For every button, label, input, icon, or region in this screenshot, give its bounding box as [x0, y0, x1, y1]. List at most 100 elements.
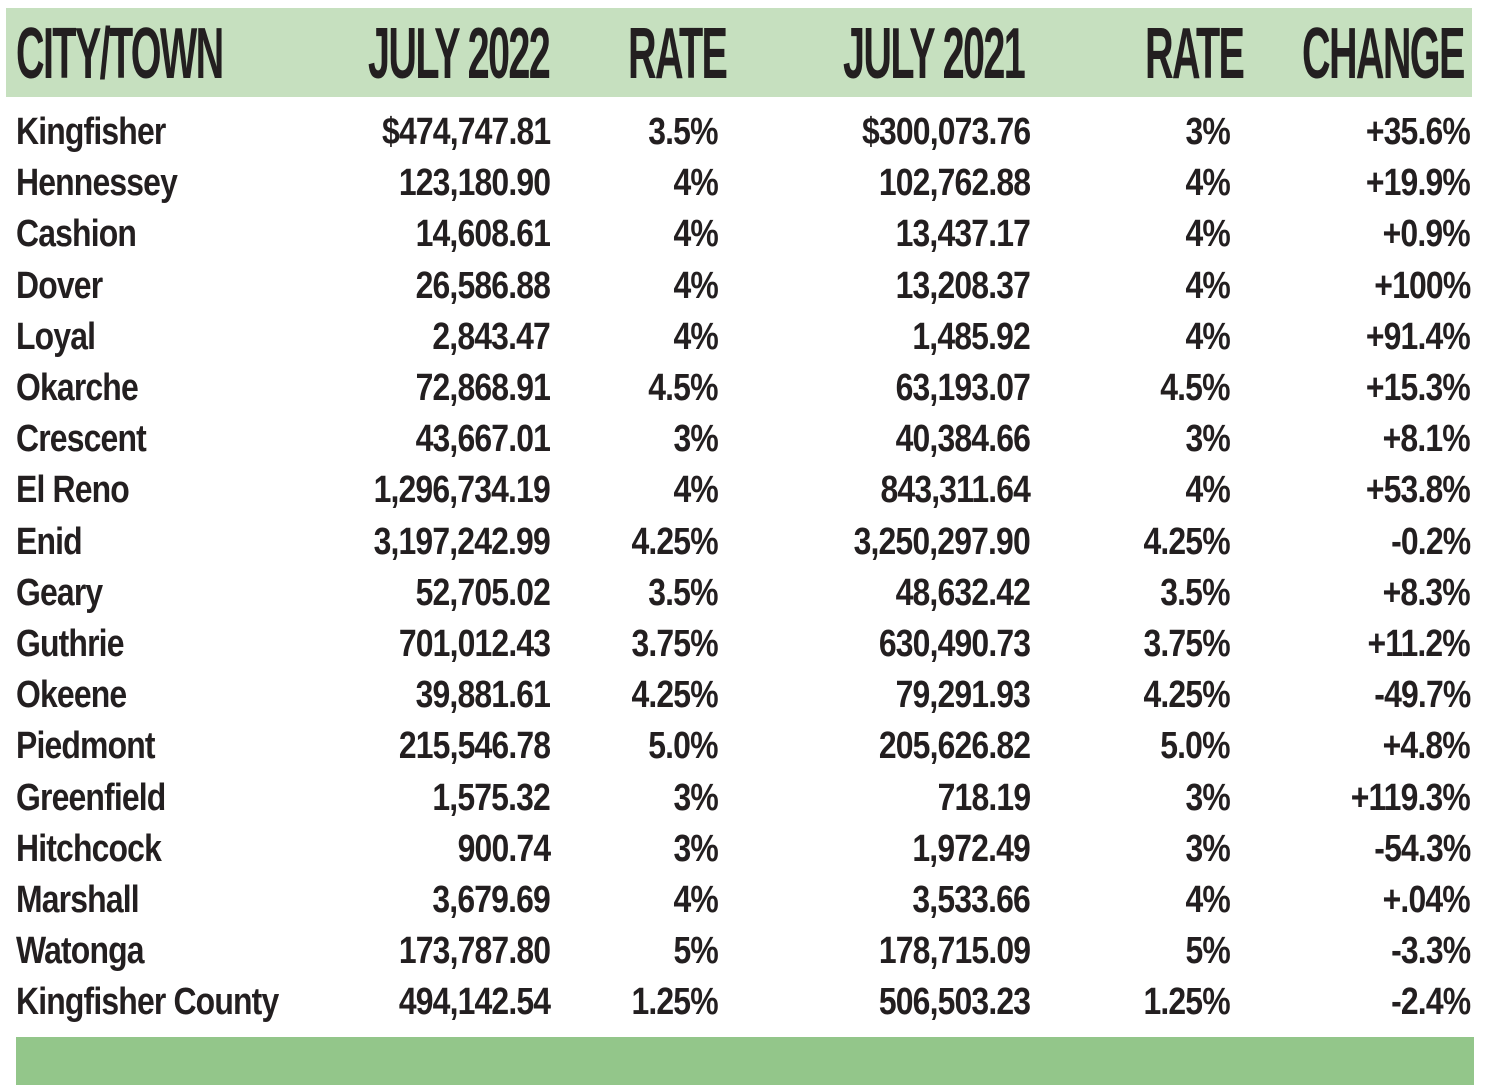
july-2021-value: 48,632.42	[895, 571, 1031, 614]
rate-2022: 3%	[673, 776, 719, 819]
july-2022-value: 494,142.54	[398, 981, 551, 1024]
table-row: Greenfield 1,575.32 3% 718.19 3% +119.3%	[0, 773, 1488, 824]
change-value: -3.3%	[1390, 930, 1471, 973]
header-rate-2021: RATE	[1145, 14, 1245, 94]
rate-2022: 1.25%	[631, 981, 719, 1024]
rate-2021: 3%	[1185, 111, 1231, 153]
rate-2021: 4.25%	[1143, 520, 1231, 563]
city-name: Marshall	[16, 879, 140, 921]
table-row: Guthrie 701,012.43 3.75% 630,490.73 3.75% +11…	[0, 619, 1488, 670]
rate-2021: 3%	[1185, 827, 1231, 870]
table-row: Cashion 14,608.61 4% 13,437.17 4% +0.9%	[0, 209, 1488, 260]
change-value: +19.9%	[1365, 162, 1471, 205]
rate-2022: 4%	[673, 879, 719, 921]
table-row: Kingfisher County 494,142.54 1.25% 506,503.…	[0, 977, 1488, 1028]
rate-2022: 3.75%	[631, 623, 719, 665]
rate-2022: 3%	[673, 827, 719, 870]
table-row: Hennessey 123,180.90 4% 102,762.88 4% +19.9%	[0, 158, 1488, 209]
rate-2021: 3.5%	[1160, 571, 1231, 614]
change-value: +8.3%	[1382, 571, 1471, 614]
city-name: Loyal	[16, 315, 96, 358]
rate-2021: 3.75%	[1143, 623, 1231, 665]
rate-2021: 4%	[1185, 469, 1231, 512]
table-header: CITY/TOWN JULY 2022 RATE JULY 2021 RATE …	[6, 8, 1472, 97]
rate-2022: 4.25%	[631, 674, 719, 717]
july-2022-value: 1,575.32	[432, 776, 550, 819]
table-row: Enid 3,197,242.99 4.25% 3,250,297.90 4.25% -0…	[0, 517, 1488, 568]
rate-2021: 4%	[1185, 264, 1231, 307]
july-2022-value: 173,787.80	[398, 930, 551, 973]
city-name: El Reno	[16, 469, 130, 512]
july-2021-value: 102,762.88	[878, 162, 1031, 205]
rate-2022: 4%	[673, 264, 719, 307]
table-row: Kingfisher $474,747.81 3.5% $300,073.76 3% +3…	[0, 107, 1488, 158]
july-2022-value: 3,679.69	[432, 879, 550, 921]
july-2021-value: 40,384.66	[895, 418, 1031, 461]
july-2021-value: 1,972.49	[912, 827, 1030, 870]
change-value: +4.8%	[1382, 725, 1471, 768]
rate-2021: 4%	[1185, 162, 1231, 205]
rate-2021: 3%	[1185, 776, 1231, 819]
july-2021-value: 506,503.23	[878, 981, 1031, 1024]
table-row: El Reno 1,296,734.19 4% 843,311.64 4% +53.8%	[0, 465, 1488, 516]
change-value: +0.9%	[1382, 213, 1471, 256]
change-value: +.04%	[1382, 879, 1471, 921]
july-2022-value: 123,180.90	[398, 162, 551, 205]
rate-2022: 5.0%	[648, 725, 719, 768]
rate-2021: 4.5%	[1160, 367, 1231, 409]
july-2022-value: 43,667.01	[415, 418, 551, 461]
july-2022-value: 52,705.02	[415, 571, 551, 614]
change-value: -2.4%	[1390, 981, 1471, 1024]
rate-2022: 4.25%	[631, 520, 719, 563]
city-name: Kingfisher	[16, 111, 166, 153]
table-row: Geary 52,705.02 3.5% 48,632.42 3.5% +8.3%	[0, 568, 1488, 619]
rate-2021: 4%	[1185, 213, 1231, 256]
city-name: Hitchcock	[16, 827, 162, 870]
july-2021-value: 3,533.66	[912, 879, 1030, 921]
change-value: +8.1%	[1382, 418, 1471, 461]
table-row: Piedmont 215,546.78 5.0% 205,626.82 5.0% +4.8…	[0, 721, 1488, 772]
rate-2021: 1.25%	[1143, 981, 1231, 1024]
city-name: Kingfisher County	[16, 981, 279, 1024]
rate-2021: 5.0%	[1160, 725, 1231, 768]
header-change: CHANGE	[1302, 14, 1465, 94]
rate-2022: 4%	[673, 469, 719, 512]
city-name: Crescent	[16, 418, 147, 461]
july-2022-value: 1,296,734.19	[373, 469, 551, 512]
july-2022-value: 2,843.47	[432, 315, 550, 358]
table-row: Hitchcock 900.74 3% 1,972.49 3% -54.3%	[0, 824, 1488, 875]
header-july-2021: JULY 2021	[843, 14, 1026, 94]
city-name: Cashion	[16, 213, 137, 256]
change-value: +35.6%	[1365, 111, 1471, 153]
july-2022-value: 39,881.61	[415, 674, 551, 717]
july-2021-value: 3,250,297.90	[853, 520, 1031, 563]
july-2021-value: 13,437.17	[895, 213, 1031, 256]
july-2022-value: 26,586.88	[415, 264, 551, 307]
city-name: Dover	[16, 264, 103, 307]
july-2022-value: $474,747.81	[381, 111, 551, 153]
change-value: +91.4%	[1365, 315, 1471, 358]
rate-2021: 5%	[1185, 930, 1231, 973]
july-2021-value: $300,073.76	[861, 111, 1031, 153]
rate-2021: 4.25%	[1143, 674, 1231, 717]
rate-2021: 4%	[1185, 315, 1231, 358]
change-value: +100%	[1373, 264, 1471, 307]
rate-2022: 4.5%	[648, 367, 719, 409]
rate-2022: 3.5%	[648, 111, 719, 153]
july-2021-value: 1,485.92	[912, 315, 1030, 358]
table-row: Loyal 2,843.47 4% 1,485.92 4% +91.4%	[0, 312, 1488, 363]
rate-2022: 3.5%	[648, 571, 719, 614]
table-row: Okarche 72,868.91 4.5% 63,193.07 4.5% +15.3%	[0, 363, 1488, 414]
table-row: Okeene 39,881.61 4.25% 79,291.93 4.25% -49.7%	[0, 670, 1488, 721]
city-name: Greenfield	[16, 776, 166, 819]
july-2021-value: 630,490.73	[878, 623, 1031, 665]
rate-2022: 4%	[673, 315, 719, 358]
change-value: -0.2%	[1390, 520, 1471, 563]
change-value: +11.2%	[1367, 623, 1471, 665]
rate-2022: 4%	[673, 162, 719, 205]
july-2021-value: 205,626.82	[878, 725, 1031, 768]
header-july-2022: JULY 2022	[368, 14, 551, 94]
change-value: +53.8%	[1365, 469, 1471, 512]
footer-bar	[16, 1037, 1474, 1085]
rate-2021: 4%	[1185, 879, 1231, 921]
